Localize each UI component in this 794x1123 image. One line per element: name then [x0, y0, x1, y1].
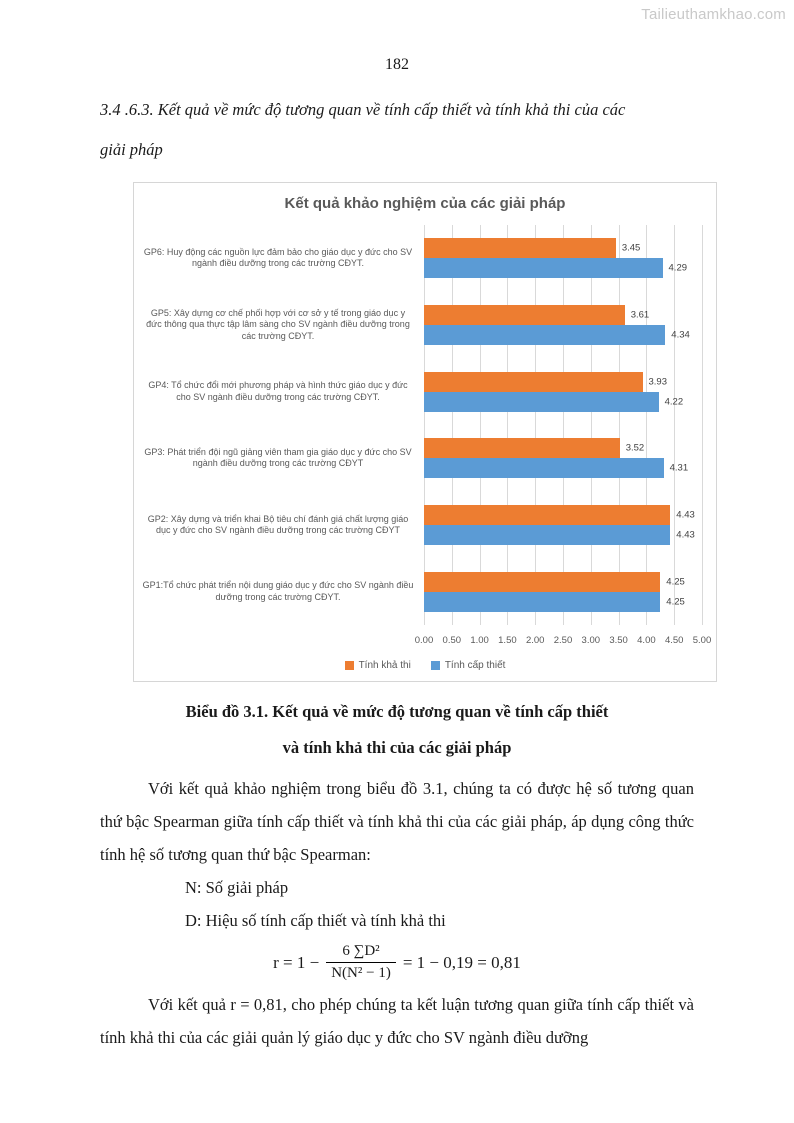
bar-kha-thi	[424, 371, 643, 392]
chart-plot: GP6: Huy động các nguồn lực đảm bảo cho …	[142, 225, 703, 625]
bar-cap-thiet	[424, 391, 659, 412]
formula-rhs: = 1 − 0,19 = 0,81	[402, 952, 521, 972]
bar-value-label: 4.43	[676, 529, 695, 541]
bar-group: GP1:Tổ chức phát triển nội dung giáo dục…	[142, 558, 702, 625]
x-axis-tick: 4.50	[664, 635, 684, 646]
bar-line: 4.29	[424, 258, 702, 279]
x-axis-tick: 5.00	[692, 635, 712, 646]
bar-group: GP3: Phát triển đội ngũ giảng viên tham …	[142, 425, 702, 492]
bar-kha-thi	[424, 505, 671, 526]
bar-kha-thi	[424, 571, 661, 592]
bar-pair: 4.25 4.25	[424, 571, 702, 612]
category-label: GP2: Xây dựng và triển khai Bộ tiêu chí …	[147, 513, 409, 536]
bar-value-label: 3.93	[648, 376, 668, 388]
bar-group: GP5: Xây dựng cơ chế phối hợp với cơ sở …	[142, 292, 702, 359]
legend-label: Tính khả thi	[358, 660, 411, 671]
chart-caption-line1: Biểu đồ 3.1. Kết quả về mức độ tương qua…	[185, 702, 609, 721]
legend-swatch-icon	[430, 661, 440, 670]
x-axis-tick: 0.50	[442, 635, 462, 646]
bar-value-label: 3.52	[625, 442, 645, 454]
section-heading: 3.4 .6.3. Kết quả về mức độ tương quan v…	[100, 90, 694, 170]
bar-line: 4.25	[424, 591, 702, 612]
bar-line: 4.22	[424, 391, 702, 412]
formula-lhs: r = 1 −	[273, 952, 320, 972]
paragraph-2: Với kết quả r = 0,81, cho phép chúng ta …	[100, 995, 694, 1047]
x-axis-tick: 3.00	[581, 635, 601, 646]
bar-value-label: 3.61	[630, 309, 650, 321]
bar-pair: 3.61 4.34	[424, 305, 702, 345]
gridline	[702, 225, 703, 625]
bar-line: 3.52	[424, 438, 702, 459]
bar-pair: 3.52 4.31	[424, 438, 702, 479]
formula-numerator: 6 ∑D²	[342, 943, 380, 959]
spearman-formula: r = 1 − 6 ∑D² N(N² − 1) = 1 − 0,19 = 0,8…	[0, 943, 794, 982]
section-heading-line1: 3.4 .6.3. Kết quả về mức độ tương quan v…	[100, 100, 626, 119]
bar-value-label: 4.22	[664, 396, 684, 408]
paragraph-1: Với kết quả khảo nghiệm trong biểu đồ 3.…	[100, 779, 694, 864]
legend-item: Tính cấp thiết	[430, 660, 506, 671]
bar-group: GP4: Tổ chức đổi mới phương pháp và hình…	[142, 358, 702, 425]
section-heading-line2: giải pháp	[100, 140, 163, 159]
definition-n: N: Số giải pháp	[185, 878, 289, 897]
x-axis-tick: 3.50	[609, 635, 628, 646]
bar-pair: 3.45 4.29	[424, 238, 702, 279]
bar-cap-thiet	[424, 458, 664, 479]
bar-line: 3.93	[424, 371, 702, 392]
bar-line: 4.31	[424, 458, 702, 479]
x-axis-tick: 1.50	[498, 635, 517, 646]
definition-d: D: Hiệu số tính cấp thiết và tính khả th…	[185, 911, 446, 930]
x-axis-tick: 2.50	[553, 635, 573, 646]
legend-item: Tính khả thi	[344, 660, 411, 671]
bar-value-label: 4.34	[671, 329, 690, 341]
bar-line: 4.25	[424, 571, 702, 592]
legend-swatch-icon	[344, 661, 354, 670]
bar-kha-thi	[424, 438, 620, 459]
bar-line: 4.43	[424, 525, 702, 546]
bar-cap-thiet	[424, 591, 661, 612]
x-axis: 0.00 0.50 1.00 1.50 2.00 2.50 3.00 3.50 4.00 4.50…	[415, 635, 712, 647]
bar-line: 4.34	[424, 325, 702, 345]
bar-cap-thiet	[424, 258, 663, 279]
x-axis-tick: 4.00	[637, 635, 656, 646]
bar-value-label: 4.29	[668, 262, 688, 274]
bar-kha-thi	[424, 238, 616, 259]
chart-title: Kết quả khảo nghiệm của các giải pháp	[284, 195, 566, 212]
category-label: GP4: Tổ chức đổi mới phương pháp và hình…	[148, 380, 408, 402]
formula-denominator: N(N² − 1)	[326, 962, 396, 982]
formula-fraction: 6 ∑D² N(N² − 1)	[326, 943, 396, 982]
x-axis-tick: 2.00	[525, 635, 545, 646]
bar-line: 3.45	[424, 238, 702, 259]
bar-group: GP2: Xây dựng và triển khai Bộ tiêu chí …	[142, 492, 702, 559]
watermark: Tailieuthamkhao.com	[641, 6, 786, 23]
bar-kha-thi	[424, 305, 625, 325]
bar-pair: 3.93 4.22	[424, 371, 702, 412]
chart-caption: Biểu đồ 3.1. Kết quả về mức độ tương qua…	[0, 694, 794, 766]
category-label: GP5: Xây dựng cơ chế phối hợp với cơ sở …	[146, 307, 410, 341]
bar-group: GP6: Huy động các nguồn lực đảm bảo cho …	[142, 225, 702, 292]
page-number: 182	[385, 56, 409, 73]
category-label: GP1:Tổ chức phát triển nội dung giáo dục…	[142, 580, 414, 602]
bar-value-label: 4.43	[676, 509, 695, 521]
bar-value-label: 4.25	[666, 596, 685, 608]
bar-cap-thiet	[424, 325, 666, 345]
legend-label: Tính cấp thiết	[444, 660, 506, 671]
bar-value-label: 4.31	[669, 462, 689, 474]
x-axis-tick: 1.00	[470, 635, 489, 646]
bar-value-label: 4.25	[666, 576, 685, 588]
category-label: GP3: Phát triển đội ngũ giảng viên tham …	[144, 446, 412, 469]
bar-cap-thiet	[424, 525, 671, 546]
category-label: GP6: Huy động các nguồn lực đảm bảo cho …	[143, 246, 413, 269]
bar-line: 3.61	[424, 305, 702, 325]
bar-chart: Kết quả khảo nghiệm của các giải pháp GP…	[133, 182, 717, 682]
bar-value-label: 3.45	[621, 242, 641, 254]
bar-line: 4.43	[424, 505, 702, 526]
bar-pair: 4.43 4.43	[424, 505, 702, 546]
x-axis-tick: 0.00	[414, 635, 434, 646]
chart-legend: Tính khả thi Tính cấp thiết	[134, 660, 716, 671]
chart-caption-line2: và tính khả thi của các giải pháp	[282, 738, 512, 757]
